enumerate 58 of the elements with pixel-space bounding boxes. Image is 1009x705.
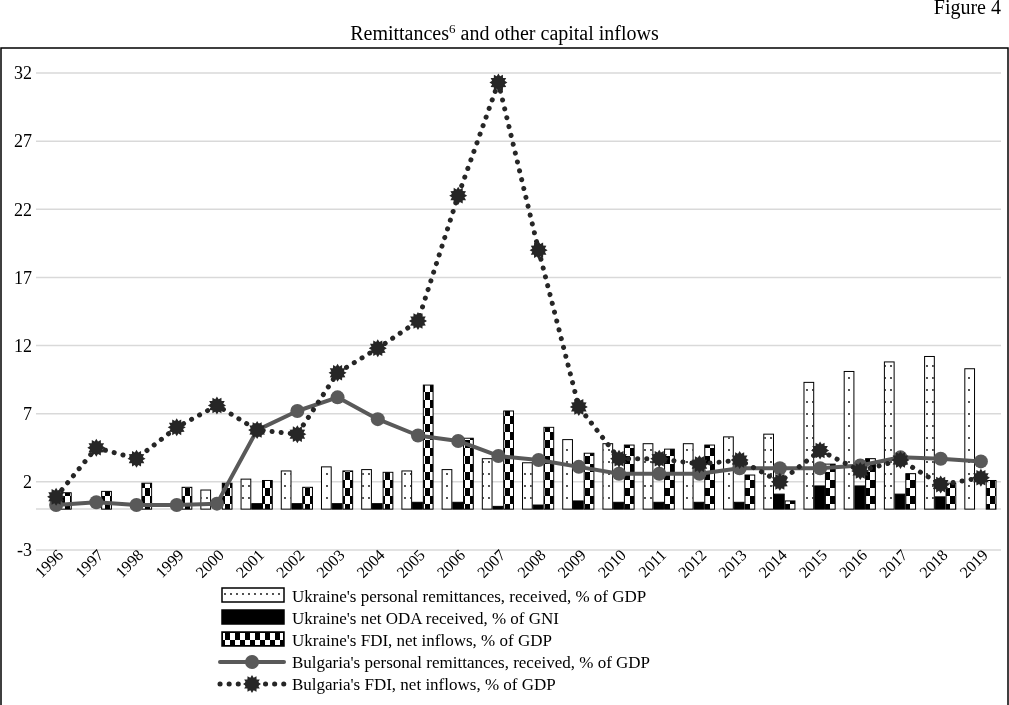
point — [129, 498, 144, 513]
y-tick-label: 27 — [14, 131, 32, 152]
point — [770, 472, 789, 491]
caption: Figure 4 — [933, 0, 1001, 19]
point — [973, 454, 988, 469]
y-tick-label: 32 — [14, 63, 32, 84]
legend-label: Ukraine's personal remittances, received, % of GDP — [292, 586, 647, 606]
point — [811, 441, 830, 460]
y-tick-label: 2 — [23, 472, 32, 493]
point — [531, 453, 546, 468]
point — [290, 403, 305, 418]
point — [690, 455, 709, 474]
point — [529, 241, 548, 260]
point — [169, 498, 184, 513]
point — [851, 461, 870, 480]
point — [612, 466, 627, 481]
point — [772, 461, 787, 476]
point — [491, 448, 506, 463]
point — [207, 396, 226, 415]
point — [933, 451, 948, 466]
point — [813, 461, 828, 476]
point — [167, 418, 186, 437]
point — [209, 496, 224, 511]
y-tick-label: 12 — [14, 335, 32, 356]
y-tick-label: 7 — [23, 404, 32, 425]
point — [87, 438, 106, 457]
point — [451, 433, 466, 448]
y-tick-label: -3 — [17, 540, 32, 561]
point — [650, 449, 669, 468]
point — [330, 390, 345, 405]
legend-label: Bulgaria's personal remittances, received, % of GDP — [292, 652, 651, 672]
point — [891, 451, 910, 470]
legend-label: Ukraine's net ODA received, % of GNI — [292, 608, 560, 628]
point — [652, 466, 667, 481]
point — [730, 451, 749, 470]
point — [408, 312, 427, 331]
point — [610, 449, 629, 468]
chart-title: Remittances$^{6}$ and other capital inflows — [350, 20, 660, 45]
point — [571, 459, 586, 474]
point — [569, 397, 588, 416]
x-tick-label: 2011 — [635, 546, 670, 581]
point — [931, 475, 950, 494]
point — [370, 412, 385, 427]
point — [288, 425, 307, 444]
point — [89, 495, 104, 510]
y-tick-label: 17 — [14, 267, 32, 288]
x-tick-label: 2001 — [232, 546, 268, 581]
point — [489, 73, 508, 92]
point — [328, 363, 347, 382]
point — [971, 468, 990, 487]
point — [410, 428, 425, 443]
point — [449, 186, 468, 205]
legend-label: Bulgaria's FDI, net inflows, % of GDP — [292, 674, 556, 694]
point — [127, 449, 146, 468]
point — [47, 487, 66, 506]
legend-label: Ukraine's FDI, net inflows, % of GDP — [292, 630, 552, 650]
y-tick-label: 22 — [14, 199, 32, 220]
point — [368, 339, 387, 358]
